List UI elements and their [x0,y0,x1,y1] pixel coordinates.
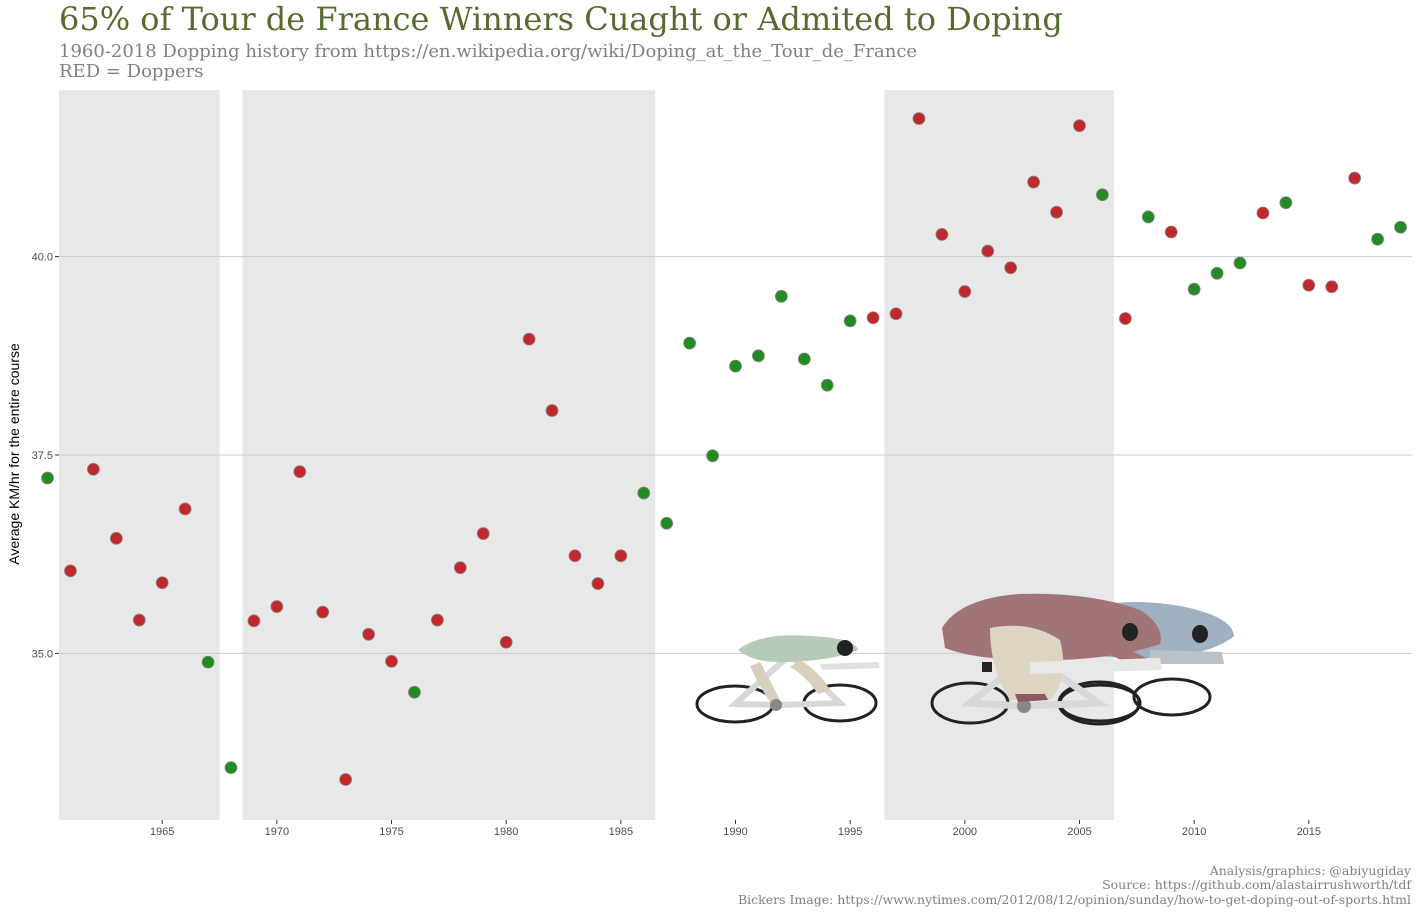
point-2010 [1187,282,1201,296]
y-tick-label-2: 40.0 [32,252,53,264]
point-1990 [729,359,742,373]
point-1961 [64,564,77,578]
point-1993 [797,352,811,366]
chart-legend-note: RED = Doppers [59,61,204,82]
point-1966 [178,502,192,516]
point-1989 [706,449,719,463]
point-1995 [843,314,857,328]
point-2001 [981,244,995,258]
point-1983 [568,549,582,563]
point-1972 [316,605,330,619]
x-tick-label-1965: 1965 [150,826,174,838]
point-2003 [1027,175,1041,189]
x-tick-label-1970: 1970 [265,826,289,838]
point-1979 [476,527,490,540]
point-1994 [820,378,834,392]
point-1971 [293,465,307,479]
point-1992 [774,289,788,303]
point-1985 [614,549,628,563]
y-tick-label-0: 35.0 [32,648,53,660]
point-2013 [1256,206,1270,220]
point-1973 [339,773,353,786]
point-2004 [1050,205,1063,219]
point-2015 [1302,278,1316,292]
cyclist-green-illustration [695,635,880,724]
point-2017 [1348,171,1362,185]
point-1968 [224,761,238,775]
point-1978 [453,561,467,575]
point-2002 [1004,261,1018,275]
point-2014 [1279,196,1293,210]
point-1974 [362,627,375,641]
point-1967 [201,655,215,669]
point-1975 [385,654,398,668]
point-1999 [935,228,949,241]
point-1970 [270,600,284,613]
point-2005 [1073,119,1086,133]
x-tick-label-2000: 2000 [953,826,977,838]
point-1981 [522,332,536,346]
point-1963 [109,531,123,545]
point-1960 [41,471,54,485]
caption-image-credit: Bickers Image: https://www.nytimes.com/2… [737,892,1411,907]
caption-source: Source: https://github.com/alastairrushw… [1102,877,1411,892]
point-1987 [660,516,674,530]
point-1988 [683,336,697,350]
point-1962 [86,462,100,476]
x-tick-label-2015: 2015 [1297,826,1321,838]
point-2011 [1210,266,1224,280]
point-2012 [1233,256,1247,270]
point-2019 [1394,220,1407,234]
point-1976 [408,685,421,699]
data-points [41,112,1407,786]
point-2006 [1096,188,1109,202]
point-1965 [155,576,169,590]
chart-title: 65% of Tour de France Winners Cuaght or … [59,0,1063,38]
point-1964 [132,613,146,627]
cyclist-mauve-illustration [930,593,1162,726]
y-tick-label-1: 37.5 [32,450,53,462]
point-1984 [591,577,605,590]
point-2007 [1118,312,1132,325]
point-1969 [247,614,261,628]
point-1996 [866,311,880,325]
x-tick-label-2010: 2010 [1182,826,1206,838]
caption-analysis: Analysis/graphics: @abiyugiday [1209,863,1411,878]
point-2009 [1164,225,1178,239]
point-2018 [1371,232,1385,246]
point-2008 [1141,210,1155,224]
y-axis: 35.0 37.5 40.0 [32,252,59,660]
point-2016 [1325,280,1339,294]
x-tick-label-1980: 1980 [494,826,518,838]
point-1982 [545,404,559,417]
point-1991 [752,349,765,363]
point-1977 [430,613,444,627]
chart-subtitle: 1960-2018 Dopping history from https://e… [59,41,918,62]
x-tick-label-1985: 1985 [609,826,633,838]
y-axis-label: Average KM/hr for the entire course [6,343,22,565]
point-1980 [499,635,513,649]
x-axis: 1965 1970 1975 1980 1985 1990 1995 2000 2005 2010… [150,820,1321,838]
point-1986 [637,486,651,500]
cyclists-illustration [695,593,1234,726]
point-1998 [912,112,926,125]
x-tick-label-2005: 2005 [1067,826,1091,838]
x-tick-label-1975: 1975 [379,826,403,838]
x-tick-label-1990: 1990 [723,826,747,838]
point-2000 [958,285,972,298]
point-1997 [889,307,903,321]
x-tick-label-1995: 1995 [838,826,862,838]
